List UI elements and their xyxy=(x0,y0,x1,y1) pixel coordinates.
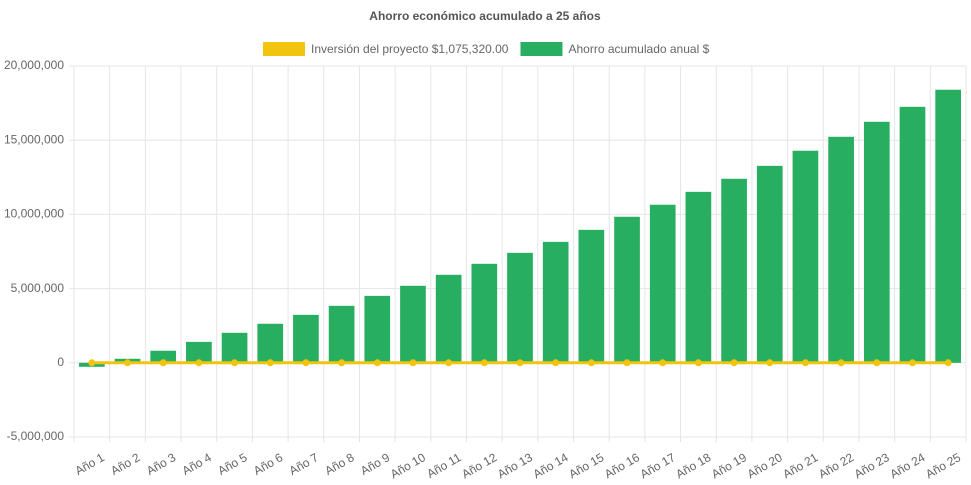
bar xyxy=(364,295,391,363)
bar xyxy=(328,305,355,363)
legend-label: Inversión del proyecto $1,075,320.00 xyxy=(311,42,509,56)
x-tick-label: Año 3 xyxy=(144,450,178,478)
line-point xyxy=(908,359,916,367)
line-point xyxy=(445,359,453,367)
bar xyxy=(542,241,569,363)
x-tick-label: Año 12 xyxy=(459,450,499,481)
x-tick-label: Año 5 xyxy=(215,450,249,478)
bar xyxy=(400,285,426,363)
bar xyxy=(863,121,890,363)
x-tick-label: Año 23 xyxy=(852,450,892,481)
line-point xyxy=(516,359,524,367)
bar xyxy=(293,314,319,363)
y-tick-label: 5,000,000 xyxy=(11,281,65,295)
x-tick-label: Año 21 xyxy=(780,450,820,481)
x-tick-label: Año 4 xyxy=(180,450,214,478)
line-point xyxy=(730,359,738,367)
line-point xyxy=(944,359,952,367)
bar xyxy=(721,178,747,363)
x-tick-label: Año 8 xyxy=(322,450,356,478)
x-tick-label: Año 17 xyxy=(638,450,678,481)
line-point xyxy=(338,359,346,367)
y-tick-label: -5,000,000 xyxy=(7,429,65,443)
legend-swatch xyxy=(263,42,305,56)
y-tick-label: 20,000,000 xyxy=(4,58,64,72)
bar xyxy=(685,191,712,363)
line-point xyxy=(88,359,96,367)
line-point xyxy=(195,359,203,367)
chart-title: Ahorro económico acumulado a 25 años xyxy=(369,9,601,23)
x-tick-label: Año 19 xyxy=(709,450,749,481)
bar xyxy=(471,263,498,363)
y-tick-label: 10,000,000 xyxy=(4,207,64,221)
x-tick-label: Año 25 xyxy=(923,450,963,481)
bar xyxy=(221,332,248,363)
line-point xyxy=(623,359,631,367)
legend-swatch xyxy=(520,42,563,56)
x-tick-label: Año 9 xyxy=(358,450,392,478)
bar xyxy=(649,204,676,363)
bar xyxy=(935,89,962,363)
line-point xyxy=(480,359,488,367)
x-tick-label: Año 22 xyxy=(816,450,856,481)
x-tick-label: Año 1 xyxy=(73,450,107,478)
line-point xyxy=(587,359,595,367)
line-point xyxy=(552,359,560,367)
line-point xyxy=(302,359,310,367)
bar xyxy=(435,274,462,363)
bar xyxy=(614,216,640,363)
y-tick-label: 15,000,000 xyxy=(4,132,64,146)
x-tick-label: Año 7 xyxy=(287,450,321,478)
line-point xyxy=(766,359,774,367)
legend-label: Ahorro acumulado anual $ xyxy=(568,42,709,56)
line-point xyxy=(409,359,417,367)
bar xyxy=(507,252,533,363)
x-tick-label: Año 13 xyxy=(495,450,535,481)
line-point xyxy=(837,359,845,367)
line-point xyxy=(873,359,881,367)
x-tick-label: Año 14 xyxy=(531,450,571,481)
bar xyxy=(150,350,177,363)
x-tick-label: Año 24 xyxy=(887,450,927,481)
bar xyxy=(899,106,926,363)
bar xyxy=(257,323,284,363)
bar xyxy=(756,165,783,363)
x-tick-label: Año 18 xyxy=(673,450,713,481)
x-tick-label: Año 16 xyxy=(602,450,642,481)
y-tick-label: 0 xyxy=(57,355,64,369)
bar xyxy=(828,136,854,363)
line-point xyxy=(231,359,239,367)
x-tick-label: Año 20 xyxy=(745,450,785,481)
x-tick-label: Año 6 xyxy=(251,450,285,478)
line-point xyxy=(694,359,702,367)
x-tick-label: Año 11 xyxy=(424,450,463,481)
line-point xyxy=(124,359,132,367)
line-point xyxy=(659,359,667,367)
line-point xyxy=(373,359,381,367)
line-point xyxy=(266,359,274,367)
bar xyxy=(578,229,605,363)
line-point xyxy=(801,359,809,367)
bar xyxy=(792,150,819,363)
x-tick-label: Año 2 xyxy=(108,450,142,478)
line-point xyxy=(159,359,167,367)
bar xyxy=(186,341,212,363)
x-tick-label: Año 15 xyxy=(566,450,606,481)
x-tick-label: Año 10 xyxy=(388,450,428,481)
